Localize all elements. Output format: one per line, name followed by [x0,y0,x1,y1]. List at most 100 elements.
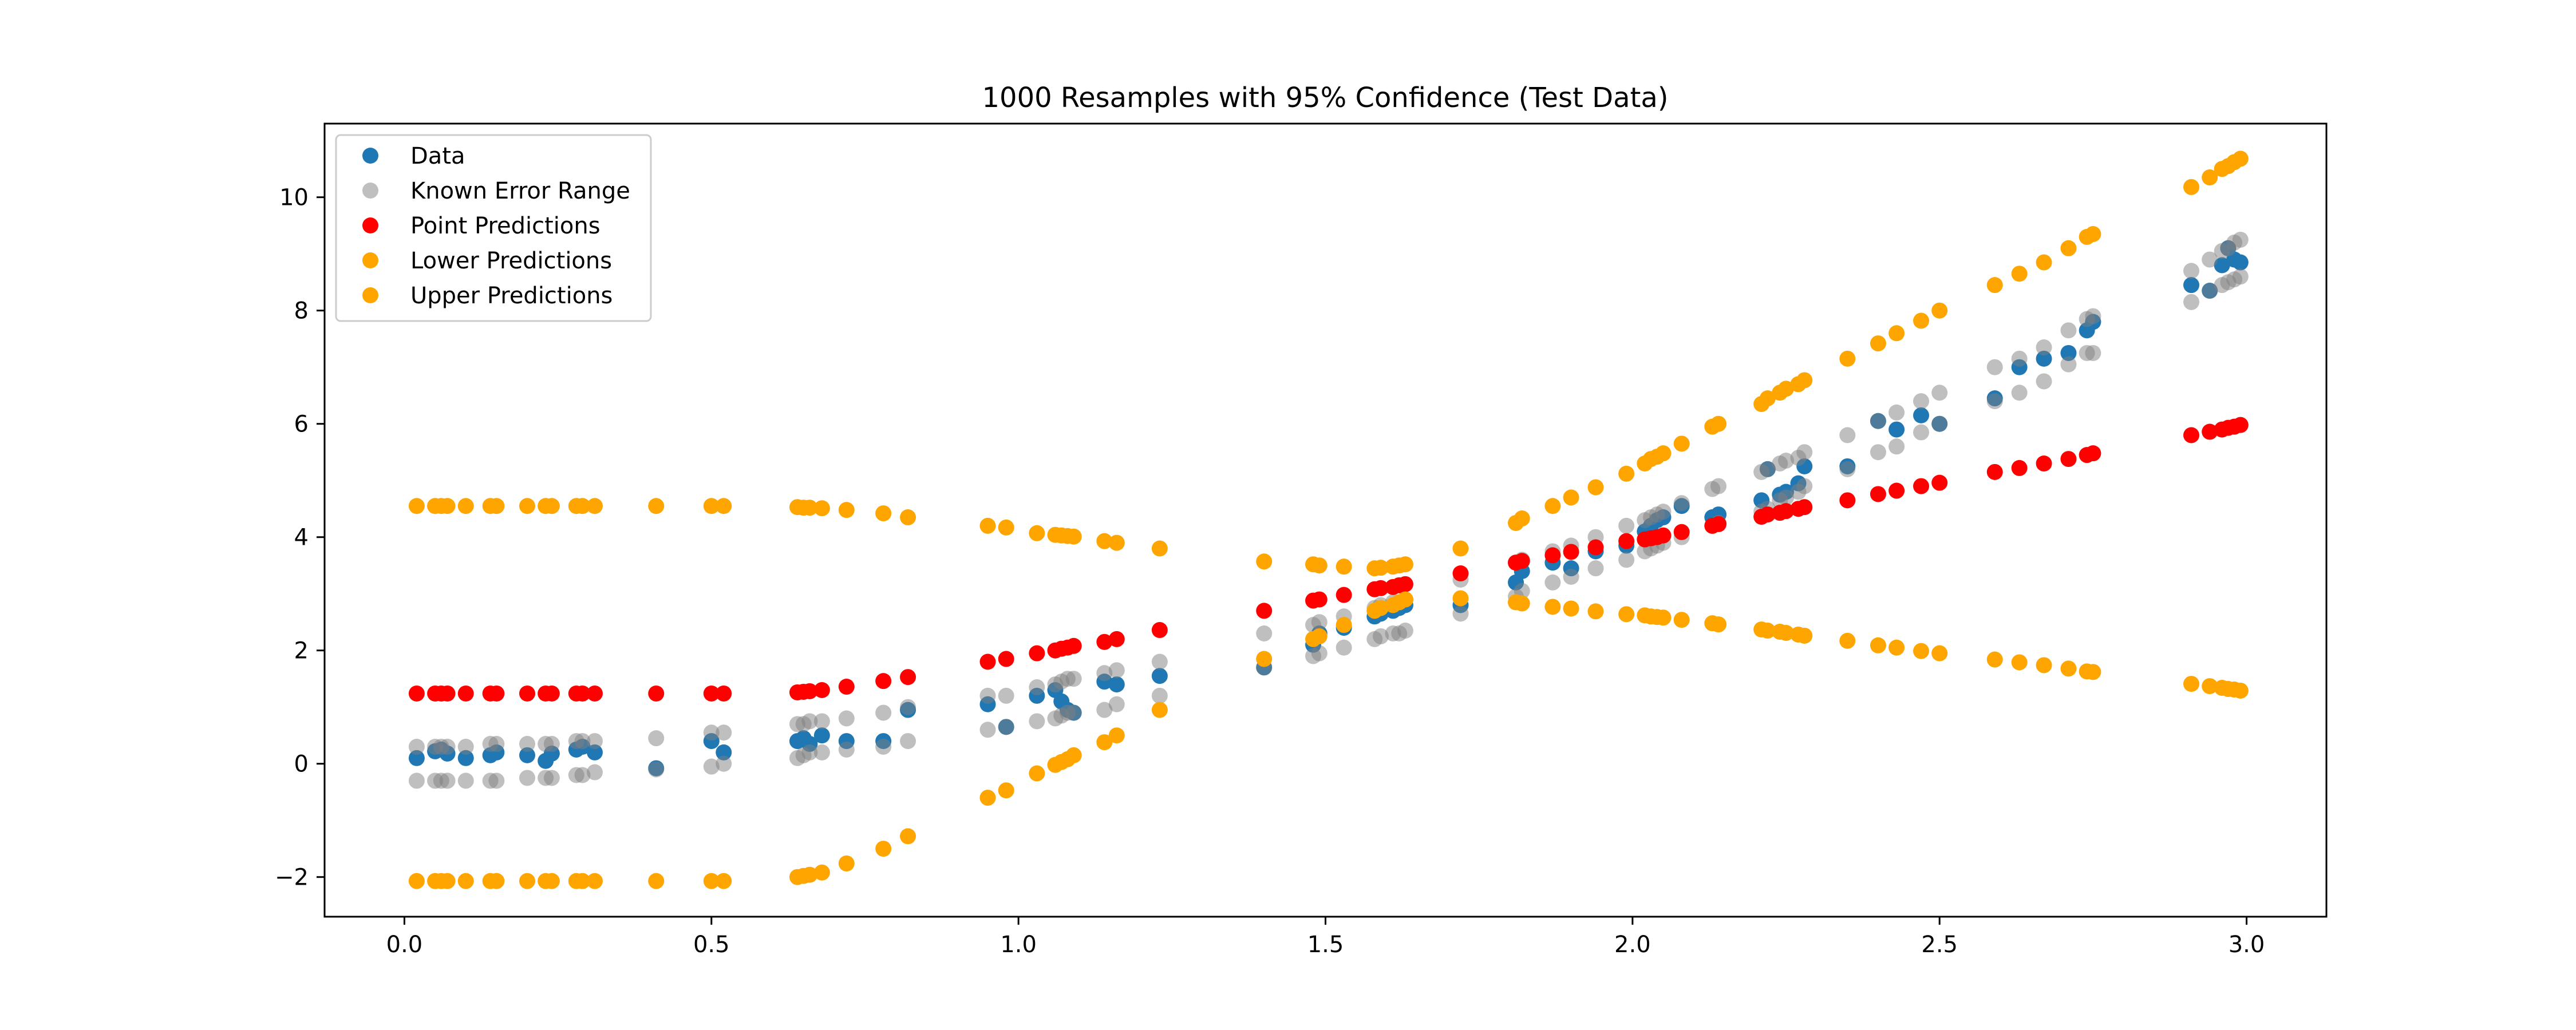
upper-predictions-point [1931,302,1948,319]
point-predictions-point [1710,516,1727,532]
data-point [519,747,535,763]
x-tick-label: 1.0 [1000,932,1037,958]
upper-predictions-point [408,498,425,514]
legend-marker [362,252,378,268]
known-error-range-upper-point [408,739,425,755]
known-error-range-lower-point [457,772,474,789]
known-error-range-lower-point [408,772,425,789]
y-tick-label: −2 [275,865,309,891]
upper-predictions-point [2011,266,2028,282]
upper-predictions-point [1397,556,1413,573]
legend: Data Known Error Range Point Predictions Lo… [335,134,652,322]
known-error-range-lower-point [1108,696,1125,712]
known-error-range-lower-point [1913,424,1930,441]
upper-predictions-point [1311,557,1327,574]
point-predictions-point [1673,524,1690,540]
upper-predictions-point [1710,415,1727,432]
known-error-range-lower-point [1373,628,1389,644]
known-error-range-lower-point [703,758,720,775]
upper-predictions-point [488,498,505,514]
lower-predictions-point [1151,702,1168,718]
upper-predictions-point [838,502,855,518]
x-tick-label: 3.0 [2229,932,2265,958]
point-predictions-point [1587,539,1604,556]
legend-marker [362,148,378,164]
known-error-range-upper-point [1710,478,1727,494]
y-tick-label: 0 [294,751,309,778]
known-error-range-upper-point [998,687,1014,704]
legend-box [335,134,652,322]
known-error-range-lower-point [519,770,535,786]
y-tick-label: 10 [279,185,309,211]
upper-predictions-point [2202,169,2218,186]
point-predictions-point [574,685,591,702]
data-point [2036,350,2052,367]
known-error-range-lower-point [801,744,818,760]
known-error-range-upper-point [1986,359,2003,375]
x-tick-label: 0.0 [386,932,423,958]
upper-predictions-point [1587,479,1604,496]
lower-predictions-point [2085,664,2101,680]
lower-predictions-point [1888,639,1905,656]
known-error-range-upper-point [543,736,560,752]
point-predictions-point [1931,474,1948,491]
upper-predictions-point [1618,465,1635,482]
upper-predictions-point [1563,489,1579,506]
lower-predictions-point [1544,599,1561,615]
point-predictions-point [648,685,665,702]
point-predictions-point [488,685,505,702]
point-predictions-point [979,653,996,670]
known-error-range-upper-point [1913,393,1930,410]
known-error-range-upper-point [457,739,474,755]
point-predictions-point [1514,553,1530,569]
data-point [1913,407,1930,423]
chart-title: 1000 Resamples with 95% Confidence (Test… [982,82,1669,114]
lower-predictions-point [716,873,732,889]
point-predictions-point [1397,576,1413,592]
known-error-range-upper-point [1870,413,1886,429]
known-error-range-upper-point [439,739,456,755]
upper-predictions-point [1544,498,1561,514]
point-predictions-point [1888,482,1905,499]
known-error-range-upper-point [586,733,603,750]
lower-predictions-point [574,873,591,889]
known-error-range-lower-point [574,767,591,783]
point-predictions-point [1618,533,1635,549]
known-error-range-upper-point [875,704,892,721]
known-error-range-lower-point [2060,356,2077,373]
known-error-range-lower-point [900,733,916,750]
upper-predictions-point [2183,179,2200,195]
known-error-range-lower-point [1029,713,1045,730]
known-error-range-lower-point [998,719,1014,735]
upper-predictions-point [2232,150,2249,167]
upper-predictions-point [1514,510,1530,527]
point-predictions-point [1452,565,1469,582]
known-error-range-lower-point [2202,283,2218,299]
x-tick-label: 2.5 [1921,932,1958,958]
known-error-range-lower-point [1796,478,1813,494]
point-predictions-point [1256,603,1273,619]
upper-predictions-point [543,498,560,514]
legend-marker [362,217,378,233]
legend-marker [362,287,378,303]
known-error-range-upper-point [1618,517,1635,534]
point-predictions-point [408,685,425,702]
upper-predictions-point [716,498,732,514]
point-predictions-point [2202,423,2218,440]
upper-predictions-point [586,498,603,514]
lower-predictions-point [2202,678,2218,695]
known-error-range-lower-point [1587,560,1604,577]
lower-predictions-point [1311,628,1327,644]
known-error-range-lower-point [1986,393,2003,410]
upper-predictions-point [1029,525,1045,541]
point-predictions-point [1759,506,1776,523]
known-error-range-upper-point [1108,662,1125,679]
lower-predictions-point [1373,600,1389,616]
upper-predictions-point [1108,534,1125,551]
lower-predictions-point [1029,765,1045,782]
point-predictions-point [1311,591,1327,608]
known-error-range-lower-point [1870,444,1886,461]
known-error-range-lower-point [1096,702,1113,718]
point-predictions-point [2060,451,2077,468]
